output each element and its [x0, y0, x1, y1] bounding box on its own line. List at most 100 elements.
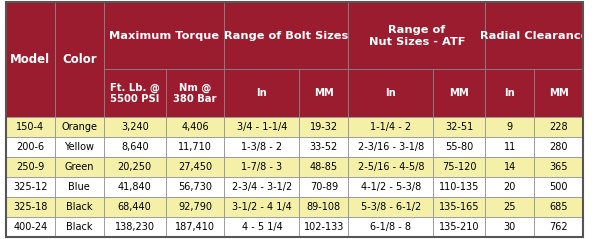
Bar [166, 137, 224, 157]
Text: 365: 365 [550, 162, 568, 172]
Text: 762: 762 [550, 222, 568, 232]
Bar [104, 137, 166, 157]
Bar [224, 177, 299, 197]
Bar [485, 157, 534, 177]
Bar [349, 217, 433, 237]
Bar [55, 177, 104, 197]
Text: 14: 14 [503, 162, 516, 172]
Bar [166, 197, 224, 217]
Text: 5-3/8 - 6-1/2: 5-3/8 - 6-1/2 [361, 202, 421, 212]
Text: 8,640: 8,640 [121, 142, 149, 152]
Text: 92,790: 92,790 [178, 202, 212, 212]
Text: 2-3/16 - 3-1/8: 2-3/16 - 3-1/8 [358, 142, 424, 152]
Bar [55, 157, 104, 177]
Bar [433, 137, 485, 157]
Bar [6, 2, 55, 117]
Bar [166, 177, 224, 197]
Bar [104, 2, 224, 69]
Bar [6, 117, 55, 137]
Bar [224, 137, 299, 157]
Bar [299, 117, 349, 137]
Text: Black: Black [66, 222, 92, 232]
Text: 1-7/8 - 3: 1-7/8 - 3 [241, 162, 283, 172]
Bar [349, 2, 485, 69]
Bar [104, 217, 166, 237]
Bar [349, 117, 433, 137]
Text: 228: 228 [550, 122, 568, 132]
Bar [224, 117, 299, 137]
Bar [349, 177, 433, 197]
Text: 32-51: 32-51 [445, 122, 473, 132]
Text: 30: 30 [503, 222, 516, 232]
Text: 2-3/4 - 3-1/2: 2-3/4 - 3-1/2 [232, 182, 292, 192]
Text: 250-9: 250-9 [16, 162, 44, 172]
Bar [299, 69, 349, 117]
Text: 4,406: 4,406 [181, 122, 209, 132]
Bar [534, 217, 583, 237]
Text: Range of
Nut Sizes - ATF: Range of Nut Sizes - ATF [368, 25, 465, 47]
Bar [485, 2, 583, 69]
Bar [534, 69, 583, 117]
Text: 325-12: 325-12 [13, 182, 47, 192]
Bar [433, 217, 485, 237]
Bar [224, 2, 349, 69]
Bar [166, 217, 224, 237]
Text: 135-210: 135-210 [439, 222, 479, 232]
Bar [299, 137, 349, 157]
Bar [166, 117, 224, 137]
Text: 187,410: 187,410 [175, 222, 215, 232]
Text: 685: 685 [550, 202, 568, 212]
Bar [485, 177, 534, 197]
Bar [433, 197, 485, 217]
Text: 25: 25 [503, 202, 516, 212]
Bar [534, 157, 583, 177]
Text: 3-1/2 - 4 1/4: 3-1/2 - 4 1/4 [232, 202, 292, 212]
Bar [299, 157, 349, 177]
Bar [299, 217, 349, 237]
Text: 89-108: 89-108 [307, 202, 341, 212]
Text: 70-89: 70-89 [310, 182, 338, 192]
Text: 3,240: 3,240 [121, 122, 149, 132]
Bar [224, 197, 299, 217]
Text: Yellow: Yellow [64, 142, 94, 152]
Text: 41,840: 41,840 [118, 182, 152, 192]
Text: 6-1/8 - 8: 6-1/8 - 8 [370, 222, 411, 232]
Text: In: In [257, 88, 267, 98]
Text: 9: 9 [507, 122, 513, 132]
Text: Model: Model [10, 53, 50, 66]
Bar [55, 117, 104, 137]
Text: 2-5/16 - 4-5/8: 2-5/16 - 4-5/8 [358, 162, 424, 172]
Bar [534, 177, 583, 197]
Text: 27,450: 27,450 [178, 162, 212, 172]
Bar [6, 217, 55, 237]
Text: Green: Green [65, 162, 94, 172]
Bar [6, 177, 55, 197]
Bar [299, 197, 349, 217]
Bar [104, 69, 166, 117]
Bar [485, 137, 534, 157]
Text: Maximum Torque: Maximum Torque [109, 31, 219, 41]
Text: 33-52: 33-52 [310, 142, 338, 152]
Text: 56,730: 56,730 [178, 182, 212, 192]
Text: 1-1/4 - 2: 1-1/4 - 2 [370, 122, 412, 132]
Text: 500: 500 [550, 182, 568, 192]
Bar [166, 157, 224, 177]
Text: 325-18: 325-18 [13, 202, 47, 212]
Bar [485, 69, 534, 117]
Text: 138,230: 138,230 [115, 222, 155, 232]
Text: In: In [505, 88, 515, 98]
Bar [104, 177, 166, 197]
Text: 48-85: 48-85 [310, 162, 338, 172]
Text: 150-4: 150-4 [16, 122, 44, 132]
Bar [485, 217, 534, 237]
Text: 280: 280 [550, 142, 568, 152]
Bar [485, 197, 534, 217]
Text: Nm @
380 Bar: Nm @ 380 Bar [173, 82, 217, 104]
Bar [55, 2, 104, 117]
Bar [55, 217, 104, 237]
Bar [349, 137, 433, 157]
Bar [104, 197, 166, 217]
Text: MM: MM [549, 88, 569, 98]
Bar [55, 137, 104, 157]
Text: Range of Bolt Sizes: Range of Bolt Sizes [224, 31, 349, 41]
